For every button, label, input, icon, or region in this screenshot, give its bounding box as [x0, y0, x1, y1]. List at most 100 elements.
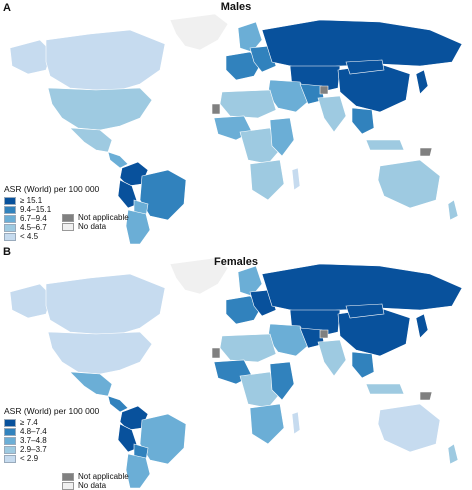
region-india	[317, 95, 347, 133]
region-afghanistan	[319, 85, 329, 95]
panel-title: Females	[213, 256, 259, 268]
region-png	[419, 391, 433, 401]
region-chile-argentina	[125, 453, 151, 488]
panel-letter: B	[3, 246, 11, 258]
legend-swatch	[4, 418, 16, 427]
region-southern-africa	[249, 159, 285, 201]
region-brazil	[139, 169, 187, 221]
region-indonesia	[365, 139, 405, 151]
legend-label: < 2.9	[20, 454, 39, 463]
legend-swatch	[4, 427, 16, 436]
region-madagascar	[291, 411, 301, 435]
legend-label: ≥ 15.1	[20, 196, 43, 205]
legend-item: < 4.5	[4, 232, 99, 241]
region-peru	[117, 423, 139, 453]
region-alaska	[9, 39, 53, 75]
region-chile-argentina	[125, 209, 151, 244]
region-scandinavia	[237, 265, 263, 297]
region-north-africa	[219, 333, 277, 363]
region-central-africa	[239, 127, 281, 165]
region-china	[337, 307, 411, 357]
legend-item: Not applicable	[62, 213, 129, 222]
region-central-africa	[239, 371, 281, 409]
legend-label: No data	[78, 222, 107, 231]
legend-item: 6.7–9.4	[4, 214, 99, 223]
legend-swatch	[4, 232, 16, 241]
region-australia	[377, 159, 441, 209]
region-japan	[415, 313, 429, 339]
legend-item: 2.9–3.7	[4, 445, 99, 454]
legend-swatch	[4, 223, 16, 232]
region-mongolia	[345, 59, 385, 75]
region-russia	[261, 263, 463, 313]
legend-item: No data	[62, 222, 129, 231]
region-japan	[415, 69, 429, 95]
legend-label: 4.5–6.7	[20, 223, 47, 232]
region-mongolia	[345, 303, 385, 319]
region-north-africa	[219, 89, 277, 119]
legend-title: ASR (World) per 100 000	[4, 406, 100, 416]
region-usa	[47, 87, 153, 131]
legend-swatch	[4, 454, 16, 463]
legend-swatch	[4, 214, 16, 223]
legend-label: 6.7–9.4	[20, 214, 47, 223]
region-scandinavia	[237, 21, 263, 53]
region-se-asia	[351, 107, 375, 135]
panel-title: Males	[220, 1, 252, 13]
region-australia	[377, 403, 441, 453]
region-canada	[45, 29, 166, 91]
legend-label: ≥ 7.4	[20, 418, 38, 427]
panel-females: B Females ASR (World) per 100 000 ≥ 7.4 …	[0, 244, 472, 490]
region-png	[419, 147, 433, 157]
legend-swatch	[4, 205, 16, 214]
legend-item: 9.4–15.1	[4, 205, 99, 214]
legend-label: No data	[78, 481, 107, 490]
region-central-america	[107, 151, 129, 169]
region-china	[337, 63, 411, 113]
legend-label: Not applicable	[78, 472, 129, 481]
legend-label: 3.7–4.8	[20, 436, 47, 445]
region-western-sahara	[211, 347, 221, 359]
legend-extra: Not applicable No data	[62, 213, 129, 231]
legend-label: < 4.5	[20, 232, 39, 241]
region-new-zealand	[447, 443, 459, 465]
region-india	[317, 339, 347, 377]
legend-title: ASR (World) per 100 000	[4, 184, 100, 194]
legend-swatch	[4, 445, 16, 454]
legend-label: 2.9–3.7	[20, 445, 47, 454]
region-greenland	[169, 13, 229, 51]
legend-swatch	[62, 213, 74, 222]
region-east-africa	[269, 117, 295, 157]
world-map-males	[9, 13, 463, 244]
region-usa	[47, 331, 153, 375]
region-alaska	[9, 283, 53, 319]
region-mexico	[69, 371, 113, 397]
legend: ASR (World) per 100 000 ≥ 7.4 4.8–7.4 3.…	[4, 407, 99, 463]
region-central-america	[107, 395, 129, 413]
region-indonesia	[365, 383, 405, 395]
legend-extra: Not applicable No data	[62, 472, 129, 490]
legend-item: 4.5–6.7	[4, 223, 99, 232]
legend-item: Not applicable	[62, 472, 129, 481]
region-peru	[117, 179, 139, 209]
region-brazil	[139, 413, 187, 465]
legend-item: No data	[62, 481, 129, 490]
legend-item: 4.8–7.4	[4, 427, 99, 436]
region-southern-africa	[249, 403, 285, 445]
legend-swatch	[4, 196, 16, 205]
region-east-africa	[269, 361, 295, 401]
legend-swatch	[62, 222, 74, 231]
region-canada	[45, 273, 166, 335]
region-mexico	[69, 127, 113, 153]
legend-item: < 2.9	[4, 454, 99, 463]
panel-letter: A	[3, 2, 11, 14]
legend-item: 3.7–4.8	[4, 436, 99, 445]
region-western-sahara	[211, 103, 221, 115]
legend-swatch	[4, 436, 16, 445]
legend-label: 9.4–15.1	[20, 205, 52, 214]
region-afghanistan	[319, 329, 329, 339]
legend-item: ≥ 15.1	[4, 196, 99, 205]
legend: ASR (World) per 100 000 ≥ 15.1 9.4–15.1 …	[4, 185, 99, 241]
region-madagascar	[291, 167, 301, 191]
region-se-asia	[351, 351, 375, 379]
